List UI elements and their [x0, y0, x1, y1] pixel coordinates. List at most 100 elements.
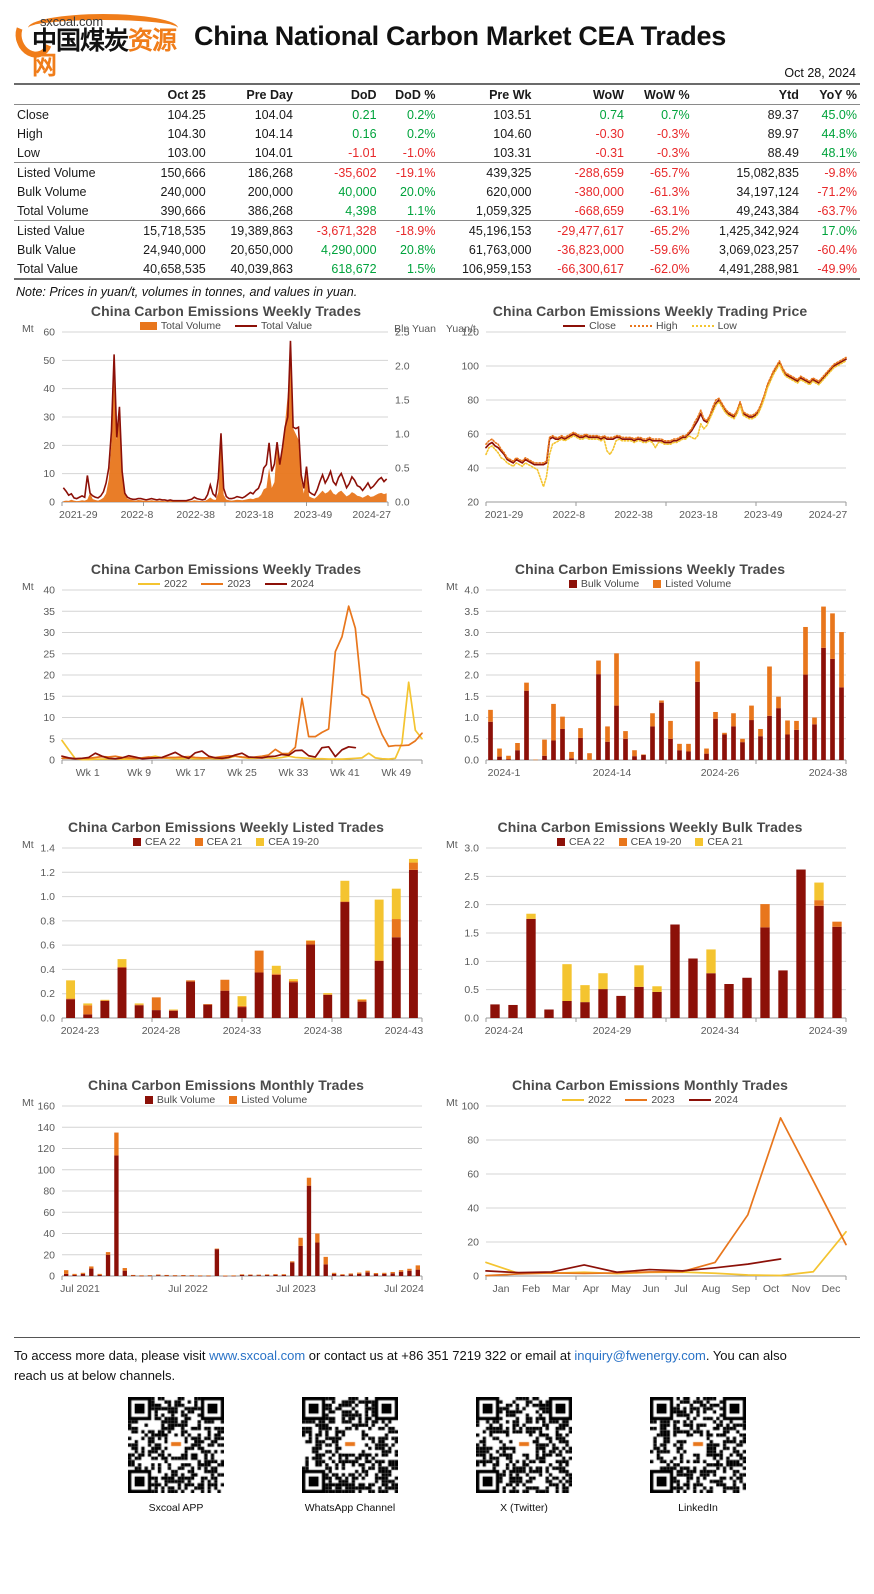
- chart-title: China Carbon Emissions Weekly Trading Pr…: [492, 303, 808, 319]
- table-cell: 618,672: [295, 259, 380, 280]
- table-cell: 4,290,000: [320, 242, 377, 257]
- table-row-label: High: [17, 126, 43, 141]
- legend-item[interactable]: 2022: [137, 578, 188, 590]
- legend-item[interactable]: 2024: [688, 1094, 738, 1106]
- table-header-row: Oct 25 Pre Day DoD DoD % Pre Wk WoW WoW % Ytd Yo…: [14, 83, 860, 105]
- table-cell: -3,671,328: [295, 220, 380, 240]
- table-cell: 89.37: [767, 107, 799, 122]
- svg-text:35: 35: [43, 606, 55, 618]
- chart-title: China Carbon Emissions Weekly Trades: [90, 561, 362, 577]
- svg-text:Oct: Oct: [763, 1283, 779, 1295]
- legend-swatch: [264, 583, 287, 585]
- svg-text:Jul 2023: Jul 2023: [276, 1283, 316, 1295]
- table-cell: 104.04: [254, 107, 293, 122]
- table-cell: 0.21: [352, 107, 377, 122]
- svg-text:Jul 2021: Jul 2021: [60, 1283, 100, 1295]
- svg-text:2024-23: 2024-23: [61, 1025, 100, 1037]
- legend-item[interactable]: Low: [691, 320, 737, 332]
- qr-code-3[interactable]: X (Twitter): [476, 1397, 572, 1514]
- logo-domain-text: sxcoal.com: [40, 14, 104, 29]
- legend-item[interactable]: CEA 22: [132, 836, 181, 848]
- svg-text:2.5: 2.5: [464, 648, 479, 660]
- svg-text:2021-29: 2021-29: [59, 509, 98, 521]
- legend-item[interactable]: CEA 22: [556, 836, 605, 848]
- legend-item[interactable]: CEA 21: [194, 836, 242, 848]
- legend-item[interactable]: Listed Volume: [653, 578, 731, 590]
- table-row: High 104.30 104.14 0.16 0.2% 104.60 -0.30 -0.3%…: [14, 124, 860, 143]
- legend-item[interactable]: 2022: [561, 1094, 611, 1106]
- svg-text:0.5: 0.5: [395, 463, 410, 475]
- table-cell: 104.01: [254, 145, 293, 160]
- legend-item[interactable]: Listed Volume: [229, 1094, 307, 1106]
- table-body: Close 104.25 104.04 0.21 0.2% 103.51 0.74 0.7% 8…: [14, 105, 860, 280]
- legend-item[interactable]: 2024: [264, 578, 314, 590]
- svg-text:2.0: 2.0: [464, 899, 479, 911]
- legend-item[interactable]: Total Volume: [139, 320, 221, 332]
- qr-code-4[interactable]: LinkedIn: [650, 1397, 746, 1514]
- svg-text:100: 100: [461, 361, 479, 373]
- svg-text:20: 20: [43, 1249, 55, 1261]
- qr-code-2[interactable]: WhatsApp Channel: [302, 1397, 398, 1514]
- svg-text:1.5: 1.5: [464, 928, 479, 940]
- qr-code-1[interactable]: Sxcoal APP: [128, 1397, 224, 1514]
- qr-code-caption: WhatsApp Channel: [304, 1502, 396, 1514]
- table-col-header: DoD %: [379, 83, 439, 105]
- table-cell: -0.3%: [656, 126, 690, 141]
- svg-text:25: 25: [43, 648, 55, 660]
- chart-canvas: 0 10 20 30 40 50 60 0.0 0.5 1.0 1.5 2.0 2.5 2021-29 20…: [43, 327, 410, 522]
- table-cell: -63.1%: [649, 203, 690, 218]
- svg-text:2021-29: 2021-29: [485, 509, 524, 521]
- legend-item[interactable]: 2023: [625, 1094, 675, 1106]
- table-col-header: WoW %: [626, 83, 693, 105]
- table-cell: 0.16: [352, 126, 377, 141]
- legend-swatch: [695, 838, 704, 846]
- chart-weekly-listed-trades: China Carbon Emissions Weekly Listed Tra…: [14, 817, 438, 1075]
- legend-label: CEA 22: [568, 836, 605, 848]
- legend-swatch: [561, 1099, 584, 1101]
- table-col-header: Oct 25: [121, 83, 209, 105]
- table-cell: -9.8%: [801, 162, 860, 182]
- cea-summary-table: Oct 25 Pre Day DoD DoD % Pre Wk WoW WoW % Ytd Yo…: [14, 83, 860, 280]
- table-cell: -380,000: [574, 184, 624, 199]
- table-cell: 386,268: [247, 203, 293, 218]
- table-cell: 104.60: [493, 126, 532, 141]
- legend-item[interactable]: CEA 19-20: [618, 836, 681, 848]
- table-cell: 106,959,153: [438, 259, 535, 280]
- legend-label: 2023: [651, 1094, 675, 1106]
- legend-item[interactable]: CEA 19-20: [256, 836, 319, 848]
- legend-item[interactable]: Bulk Volume: [144, 1094, 215, 1106]
- svg-text:80: 80: [43, 1186, 55, 1198]
- svg-text:Jul 2024: Jul 2024: [384, 1283, 424, 1295]
- table-row-label: Bulk Volume: [17, 184, 87, 199]
- table-cell: -19.1%: [379, 162, 439, 182]
- svg-text:0.8: 0.8: [40, 915, 55, 927]
- chart-legend: Total Volume Total Value: [16, 320, 436, 332]
- table-row: Low 103.00 104.01 -1.01 -1.0% 103.31 -0.31 -0.3…: [14, 143, 860, 163]
- legend-label: 2022: [163, 578, 188, 590]
- svg-text:40: 40: [43, 585, 55, 597]
- legend-label: CEA 22: [144, 836, 181, 848]
- qr-code-image: [476, 1397, 572, 1493]
- legend-item[interactable]: High: [629, 320, 678, 332]
- svg-text:Wk 33: Wk 33: [279, 767, 309, 779]
- legend-item[interactable]: 2023: [201, 578, 251, 590]
- svg-text:3.0: 3.0: [464, 627, 479, 639]
- legend-item[interactable]: Total Value: [234, 320, 312, 332]
- table-row-label: Listed Value: [14, 220, 122, 240]
- sxcoal-website-link[interactable]: www.sxcoal.com: [209, 1348, 306, 1363]
- y-axis-unit: Mt: [446, 1097, 458, 1109]
- legend-label: High: [655, 320, 678, 332]
- table-cell: 104.14: [254, 126, 293, 141]
- legend-item[interactable]: Close: [563, 320, 616, 332]
- chart-title: China Carbon Emissions Weekly Listed Tra…: [67, 819, 385, 835]
- legend-item[interactable]: CEA 21: [695, 836, 743, 848]
- svg-text:140: 140: [37, 1122, 55, 1134]
- svg-text:0: 0: [49, 497, 55, 509]
- svg-text:10: 10: [43, 468, 55, 480]
- table-cell: -61.3%: [649, 184, 690, 199]
- contact-email-link[interactable]: inquiry@fwenergy.com: [574, 1348, 706, 1363]
- chart-canvas: 20 40 60 80 100 120 2021-29 2022-8 2022-38 2023-1…: [461, 327, 847, 522]
- legend-swatch: [691, 325, 714, 327]
- legend-item[interactable]: Bulk Volume: [568, 578, 639, 590]
- svg-text:2024-26: 2024-26: [701, 767, 740, 779]
